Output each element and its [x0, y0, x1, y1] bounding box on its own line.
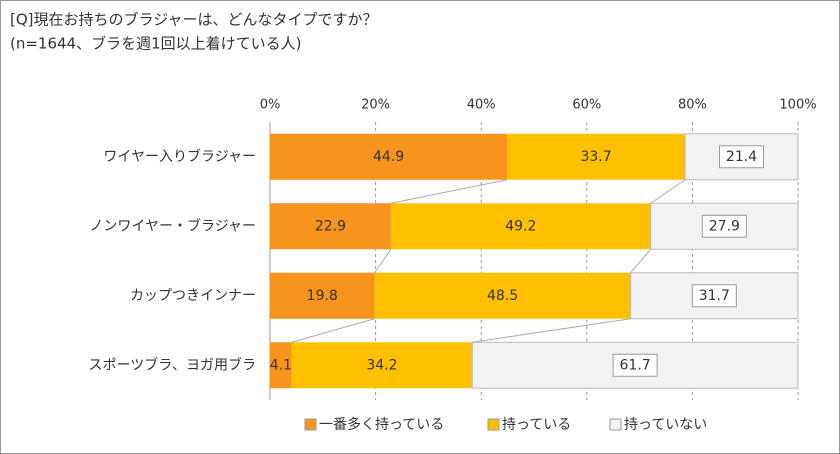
value-label: 34.2: [366, 357, 397, 373]
value-label: 44.9: [373, 149, 404, 165]
legend-swatch: [609, 418, 622, 431]
value-label-box: [719, 145, 765, 169]
y-tick-label: ワイヤー入りブラジャー: [103, 148, 256, 165]
series-line: [472, 318, 631, 343]
value-label: 31.7: [699, 288, 730, 304]
y-tick-label: スポーツブラ、ヨガ用ブラ: [89, 356, 256, 373]
value-label: 19.8: [307, 288, 338, 304]
legend-label: 一番多く持っている: [319, 416, 444, 433]
value-label: 49.2: [505, 218, 536, 234]
value-label: 33.7: [580, 149, 611, 165]
legend-swatch: [487, 418, 500, 431]
bar-segment: [291, 342, 473, 389]
value-label-box: [691, 284, 737, 308]
legend-swatch: [304, 418, 317, 431]
bar-segment: [270, 342, 292, 389]
series-line: [291, 318, 375, 343]
chart-title: [Q]現在お持ちのブラジャーは、どんなタイプですか？: [10, 11, 377, 29]
y-tick-label: カップつきインナー: [130, 288, 256, 304]
x-tick-label: 60%: [572, 98, 601, 113]
bar-segment: [270, 272, 375, 319]
value-label: 61.7: [620, 357, 651, 373]
series-line: [630, 248, 652, 274]
series-line: [374, 248, 392, 274]
x-tick-label: 40%: [467, 98, 496, 113]
legend-label: 持っている: [502, 417, 571, 433]
value-label: 48.5: [487, 288, 518, 304]
bar-segment: [270, 203, 391, 250]
series-line: [390, 179, 508, 204]
value-label: 27.9: [709, 218, 740, 234]
bar-segment: [270, 133, 508, 180]
value-label-box: [612, 353, 658, 377]
value-label: 4.1: [270, 357, 292, 373]
value-label-box: [701, 214, 747, 238]
bar-segment: [374, 272, 631, 319]
series-line: [650, 179, 686, 204]
chart-subtitle: (n=1644、ブラを週1回以上着けている人): [10, 35, 302, 53]
value-label: 21.4: [726, 149, 757, 165]
bar-segment: [507, 133, 686, 180]
y-tick-label: ノンワイヤー・ブラジャー: [89, 217, 256, 234]
x-tick-label: 0%: [260, 98, 281, 113]
value-label: 22.9: [315, 218, 346, 234]
legend-label: 持っていない: [624, 417, 707, 433]
x-tick-label: 80%: [678, 98, 707, 113]
bar-segment: [390, 203, 651, 250]
x-tick-label: 20%: [361, 98, 390, 113]
x-tick-label: 100%: [779, 98, 816, 113]
